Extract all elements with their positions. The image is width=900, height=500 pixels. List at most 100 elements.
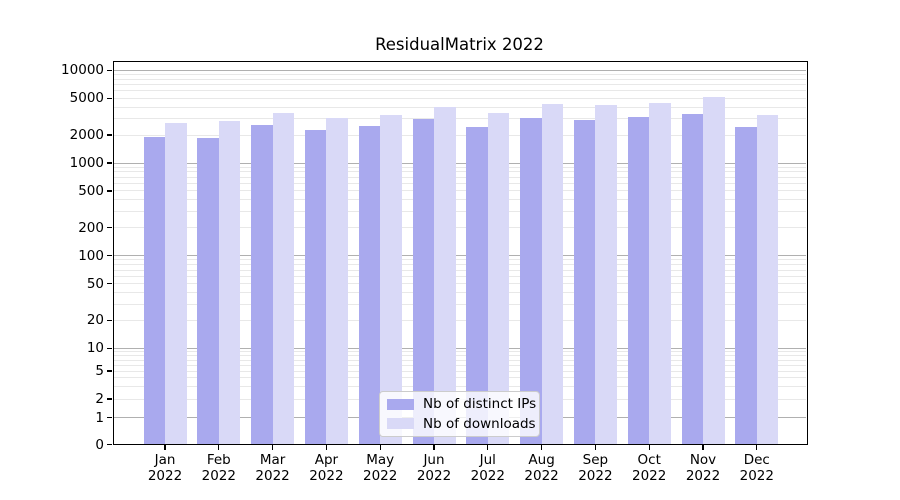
major-gridline	[114, 347, 806, 349]
bar-distinct-ips	[197, 138, 219, 445]
bar-distinct-ips	[143, 137, 165, 445]
bar-distinct-ips	[358, 125, 381, 445]
bar-downloads	[541, 104, 564, 445]
legend-item-downloads: Nb of downloads	[387, 416, 539, 432]
x-tick-mark	[379, 445, 381, 450]
y-tick-label: 50	[86, 275, 104, 292]
x-tick-mark	[271, 445, 274, 450]
y-tick-mark	[107, 227, 112, 229]
bar-downloads	[487, 112, 510, 445]
y-tick-label: 5000	[69, 90, 104, 107]
y-tick-label: 100	[78, 247, 104, 264]
y-tick-mark	[107, 443, 112, 446]
minor-gridline	[114, 210, 806, 212]
y-tick-label: 5	[95, 363, 104, 379]
bar-distinct-ips	[251, 125, 273, 445]
major-gridline	[114, 162, 806, 164]
y-tick-mark	[107, 97, 112, 99]
minor-gridline	[114, 176, 806, 178]
y-tick-mark	[107, 398, 112, 400]
minor-gridline	[114, 283, 806, 285]
minor-gridline	[114, 364, 806, 366]
minor-gridline	[114, 97, 806, 99]
minor-gridline	[114, 303, 806, 305]
minor-gridline	[114, 166, 806, 168]
minor-gridline	[114, 370, 806, 372]
x-tick-mark	[487, 445, 489, 450]
x-tick-label: Mar 2022	[255, 452, 290, 484]
x-tick-mark	[756, 445, 758, 450]
y-tick-mark	[107, 190, 112, 192]
minor-gridline	[114, 90, 806, 92]
minor-gridline	[114, 259, 806, 261]
y-tick-label: 2000	[69, 127, 104, 144]
minor-gridline	[114, 264, 806, 266]
x-tick-label: Jul 2022	[470, 452, 505, 484]
minor-gridline	[114, 351, 806, 353]
x-tick-label: Dec 2022	[739, 452, 774, 484]
y-tick-label: 20	[86, 312, 104, 329]
bar-downloads	[326, 118, 348, 445]
legend-swatch-distinct-ips-icon	[387, 398, 414, 410]
bar-downloads	[703, 96, 725, 445]
minor-gridline	[114, 359, 806, 361]
y-tick-mark	[107, 162, 112, 164]
minor-gridline	[114, 84, 806, 86]
bar-distinct-ips	[681, 114, 703, 445]
bar-distinct-ips	[573, 119, 596, 445]
minor-gridline	[114, 377, 806, 379]
minor-gridline	[114, 118, 806, 120]
bar-distinct-ips	[412, 118, 434, 445]
bar-distinct-ips	[304, 129, 327, 445]
x-tick-mark	[164, 445, 166, 450]
bar-distinct-ips	[735, 127, 757, 445]
y-tick-mark	[107, 319, 112, 322]
x-tick-mark	[325, 445, 328, 450]
y-tick-mark	[107, 347, 112, 350]
x-tick-label: Jan 2022	[147, 452, 183, 484]
x-tick-mark	[433, 445, 435, 450]
y-tick-label: 0	[95, 436, 104, 453]
bar-downloads	[595, 105, 617, 445]
major-gridline	[114, 69, 806, 71]
bar-distinct-ips	[520, 117, 542, 445]
y-tick-mark	[107, 69, 112, 71]
bar-downloads	[649, 102, 671, 445]
bar-downloads	[434, 107, 456, 445]
x-tick-label: Aug 2022	[524, 452, 559, 484]
bar-distinct-ips	[466, 127, 488, 445]
legend-label-distinct-ips: Nb of distinct IPs	[423, 396, 537, 413]
legend-item-distinct-ips: Nb of distinct IPs	[387, 396, 539, 412]
x-tick-mark	[218, 445, 220, 450]
minor-gridline	[114, 319, 806, 321]
x-tick-mark	[540, 445, 543, 450]
minor-gridline	[114, 183, 806, 185]
chart-title: ResidualMatrix 2022	[375, 35, 544, 54]
bar-downloads	[165, 123, 187, 445]
y-tick-label: 10	[86, 340, 104, 357]
x-tick-label: Sep 2022	[578, 452, 613, 484]
y-tick-mark	[107, 134, 112, 136]
y-tick-label: 10000	[61, 62, 104, 79]
x-tick-label: Nov 2022	[685, 452, 721, 484]
x-tick-label: Jun 2022	[416, 452, 452, 484]
bar-downloads	[218, 120, 241, 445]
minor-gridline	[114, 292, 806, 294]
y-tick-mark	[107, 416, 112, 419]
y-tick-label: 1	[95, 409, 104, 426]
minor-gridline	[114, 269, 806, 271]
y-tick-label: 1000	[69, 155, 104, 171]
legend: Nb of distinct IPs Nb of downloads	[379, 391, 540, 437]
minor-gridline	[114, 190, 806, 192]
minor-gridline	[114, 275, 806, 277]
bar-downloads	[756, 114, 779, 445]
x-tick-label: Feb 2022	[201, 452, 236, 484]
x-tick-label: Oct 2022	[632, 452, 667, 484]
minor-gridline	[114, 106, 806, 108]
minor-gridline	[114, 355, 806, 357]
y-tick-mark	[107, 282, 112, 285]
x-tick-mark	[702, 445, 704, 450]
minor-gridline	[114, 78, 806, 80]
minor-gridline	[114, 171, 806, 173]
x-tick-label: May 2022	[363, 452, 398, 484]
